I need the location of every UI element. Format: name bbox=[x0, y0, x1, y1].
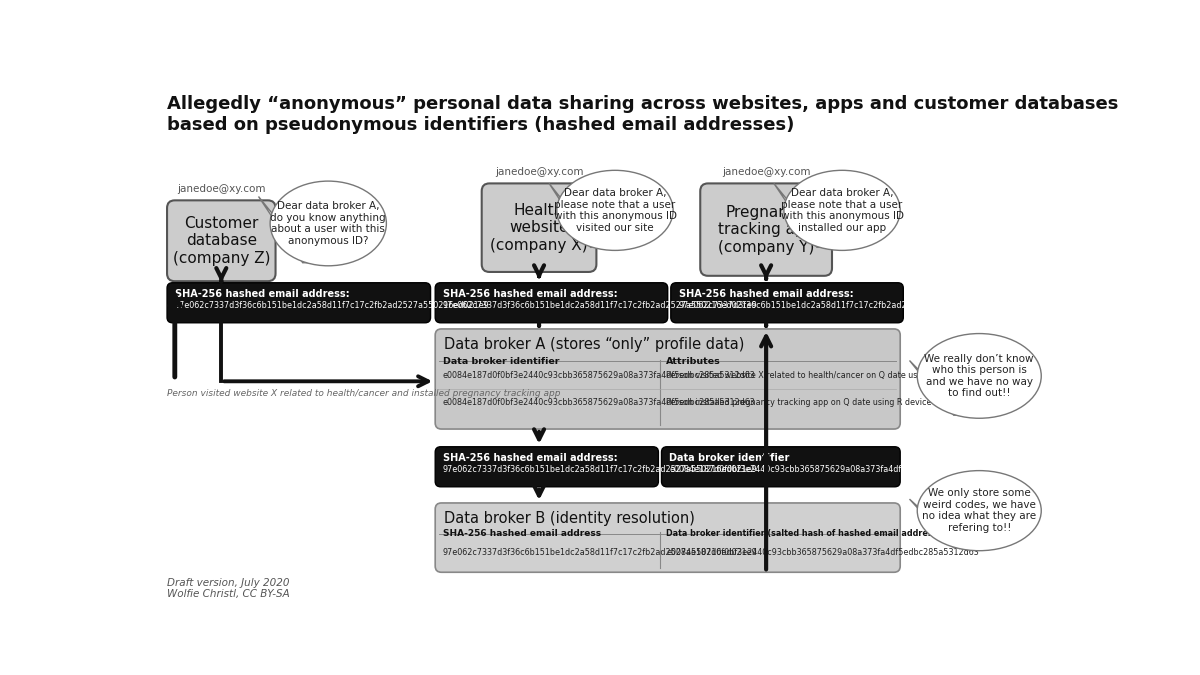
Text: 97e062c7337d3f36c6b151be1dc2a58d11f7c17c2fb2ad2527a550216ed021e9: 97e062c7337d3f36c6b151be1dc2a58d11f7c17c… bbox=[443, 547, 757, 557]
Polygon shape bbox=[910, 499, 962, 547]
Text: SHA-256 hashed email address:: SHA-256 hashed email address: bbox=[175, 289, 349, 299]
Text: janedoe@xy.com: janedoe@xy.com bbox=[494, 167, 583, 178]
Text: Person visited website X related to health/cancer on Q date using R browser etc: Person visited website X related to heal… bbox=[666, 371, 988, 380]
Text: We only store some
weird codes, we have
no idea what they are
refering to!!: We only store some weird codes, we have … bbox=[922, 488, 1037, 533]
Text: SHA-256 hashed email address:: SHA-256 hashed email address: bbox=[678, 289, 853, 299]
Polygon shape bbox=[550, 184, 600, 247]
Ellipse shape bbox=[784, 170, 900, 250]
Text: Dear data broker A,
please note that a user
with this anonymous ID
installed our: Dear data broker A, please note that a u… bbox=[780, 188, 904, 233]
Polygon shape bbox=[774, 184, 827, 247]
Text: 97e062c7337d3f36c6b151be1dc2a58d11f7c17c2fb2ad2527a550216ed021e9: 97e062c7337d3f36c6b151be1dc2a58d11f7c17c… bbox=[175, 301, 490, 310]
FancyBboxPatch shape bbox=[167, 200, 276, 281]
Text: Data broker identifier (salted hash of hashed email address): Data broker identifier (salted hash of h… bbox=[666, 529, 941, 538]
Text: 97e062c7337d3f36c6b151be1dc2a58d11f7c17c2fb2ad2527a550216ed021e9: 97e062c7337d3f36c6b151be1dc2a58d11f7c17c… bbox=[443, 465, 757, 475]
FancyBboxPatch shape bbox=[436, 447, 659, 487]
Text: Data broker identifier: Data broker identifier bbox=[443, 356, 559, 366]
Text: e0084e187d0f0bf3e2440c93cbb365875629a08a373fa4df5edbc285a5312d63: e0084e187d0f0bf3e2440c93cbb365875629a08a… bbox=[666, 547, 979, 557]
Text: Customer
database
(company Z): Customer database (company Z) bbox=[173, 216, 270, 266]
Text: e0084e187d0f0bf3e2440c93cbb365875629a08a373fa4df5edbc285a5312d63: e0084e187d0f0bf3e2440c93cbb365875629a08a… bbox=[443, 371, 756, 380]
Text: janedoe@xy.com: janedoe@xy.com bbox=[722, 167, 810, 178]
Text: Data broker B (identity resolution): Data broker B (identity resolution) bbox=[444, 511, 695, 526]
Text: Data broker identifier: Data broker identifier bbox=[670, 453, 790, 463]
Text: Attributes: Attributes bbox=[666, 356, 721, 366]
Text: Allegedly “anonymous” personal data sharing across websites, apps and customer d: Allegedly “anonymous” personal data shar… bbox=[167, 95, 1118, 113]
Ellipse shape bbox=[917, 470, 1042, 551]
Polygon shape bbox=[910, 360, 962, 415]
FancyBboxPatch shape bbox=[661, 447, 900, 487]
FancyBboxPatch shape bbox=[671, 283, 904, 323]
Ellipse shape bbox=[917, 333, 1042, 418]
Text: e0084e187d0f0bf3e2440c93cbb365875629a08a373fa4df5edbc285a5312d63: e0084e187d0f0bf3e2440c93cbb365875629a08a… bbox=[443, 398, 756, 407]
Text: 97e062c7337d3f36c6b151be1dc2a58d11f7c17c2fb2ad2527a550216ed021e9: 97e062c7337d3f36c6b151be1dc2a58d11f7c17c… bbox=[678, 301, 994, 310]
FancyBboxPatch shape bbox=[436, 503, 900, 572]
Text: Draft version, July 2020
Wolfie Christl, CC BY-SA: Draft version, July 2020 Wolfie Christl,… bbox=[167, 578, 290, 599]
Text: based on pseudonymous identifiers (hashed email addresses): based on pseudonymous identifiers (hashe… bbox=[167, 116, 794, 134]
Polygon shape bbox=[258, 196, 312, 263]
FancyBboxPatch shape bbox=[436, 283, 667, 323]
FancyBboxPatch shape bbox=[167, 283, 431, 323]
FancyBboxPatch shape bbox=[701, 184, 832, 276]
Text: Data broker A (stores “only” profile data): Data broker A (stores “only” profile dat… bbox=[444, 337, 745, 352]
Text: e0084e187d0f0bf3e2440c93cbb365875629a08a373fa4df5edbc285a5312d63: e0084e187d0f0bf3e2440c93cbb365875629a08a… bbox=[670, 465, 982, 475]
Ellipse shape bbox=[270, 181, 386, 266]
Text: We really don’t know
who this person is
and we have no way
to find out!!: We really don’t know who this person is … bbox=[924, 354, 1034, 398]
Text: SHA-256 hashed email address:: SHA-256 hashed email address: bbox=[443, 289, 618, 299]
Text: Pregnancy
tracking app
(company Y): Pregnancy tracking app (company Y) bbox=[718, 205, 815, 254]
Text: Person installed pregnancy tracking app on Q date using R device etc: Person installed pregnancy tracking app … bbox=[666, 398, 947, 407]
FancyBboxPatch shape bbox=[436, 329, 900, 429]
Ellipse shape bbox=[557, 170, 673, 250]
Text: Dear data broker A,
please note that a user
with this anonymous ID
visited our s: Dear data broker A, please note that a u… bbox=[553, 188, 677, 233]
Text: Person visited website X related to health/cancer and installed pregnancy tracki: Person visited website X related to heal… bbox=[167, 389, 560, 398]
Text: SHA-256 hashed email address:: SHA-256 hashed email address: bbox=[443, 453, 618, 463]
Text: Dear data broker A,
do you know anything
about a user with this
anonymous ID?: Dear data broker A, do you know anything… bbox=[270, 201, 386, 246]
Text: janedoe@xy.com: janedoe@xy.com bbox=[178, 184, 265, 194]
Text: 97e062c7337d3f36c6b151be1dc2a58d11f7c17c2fb2ad2527a550216ed021e9: 97e062c7337d3f36c6b151be1dc2a58d11f7c17c… bbox=[443, 301, 757, 310]
Text: SHA-256 hashed email address: SHA-256 hashed email address bbox=[443, 529, 601, 538]
FancyBboxPatch shape bbox=[481, 184, 596, 272]
Text: Health
website
(company X): Health website (company X) bbox=[491, 202, 588, 252]
